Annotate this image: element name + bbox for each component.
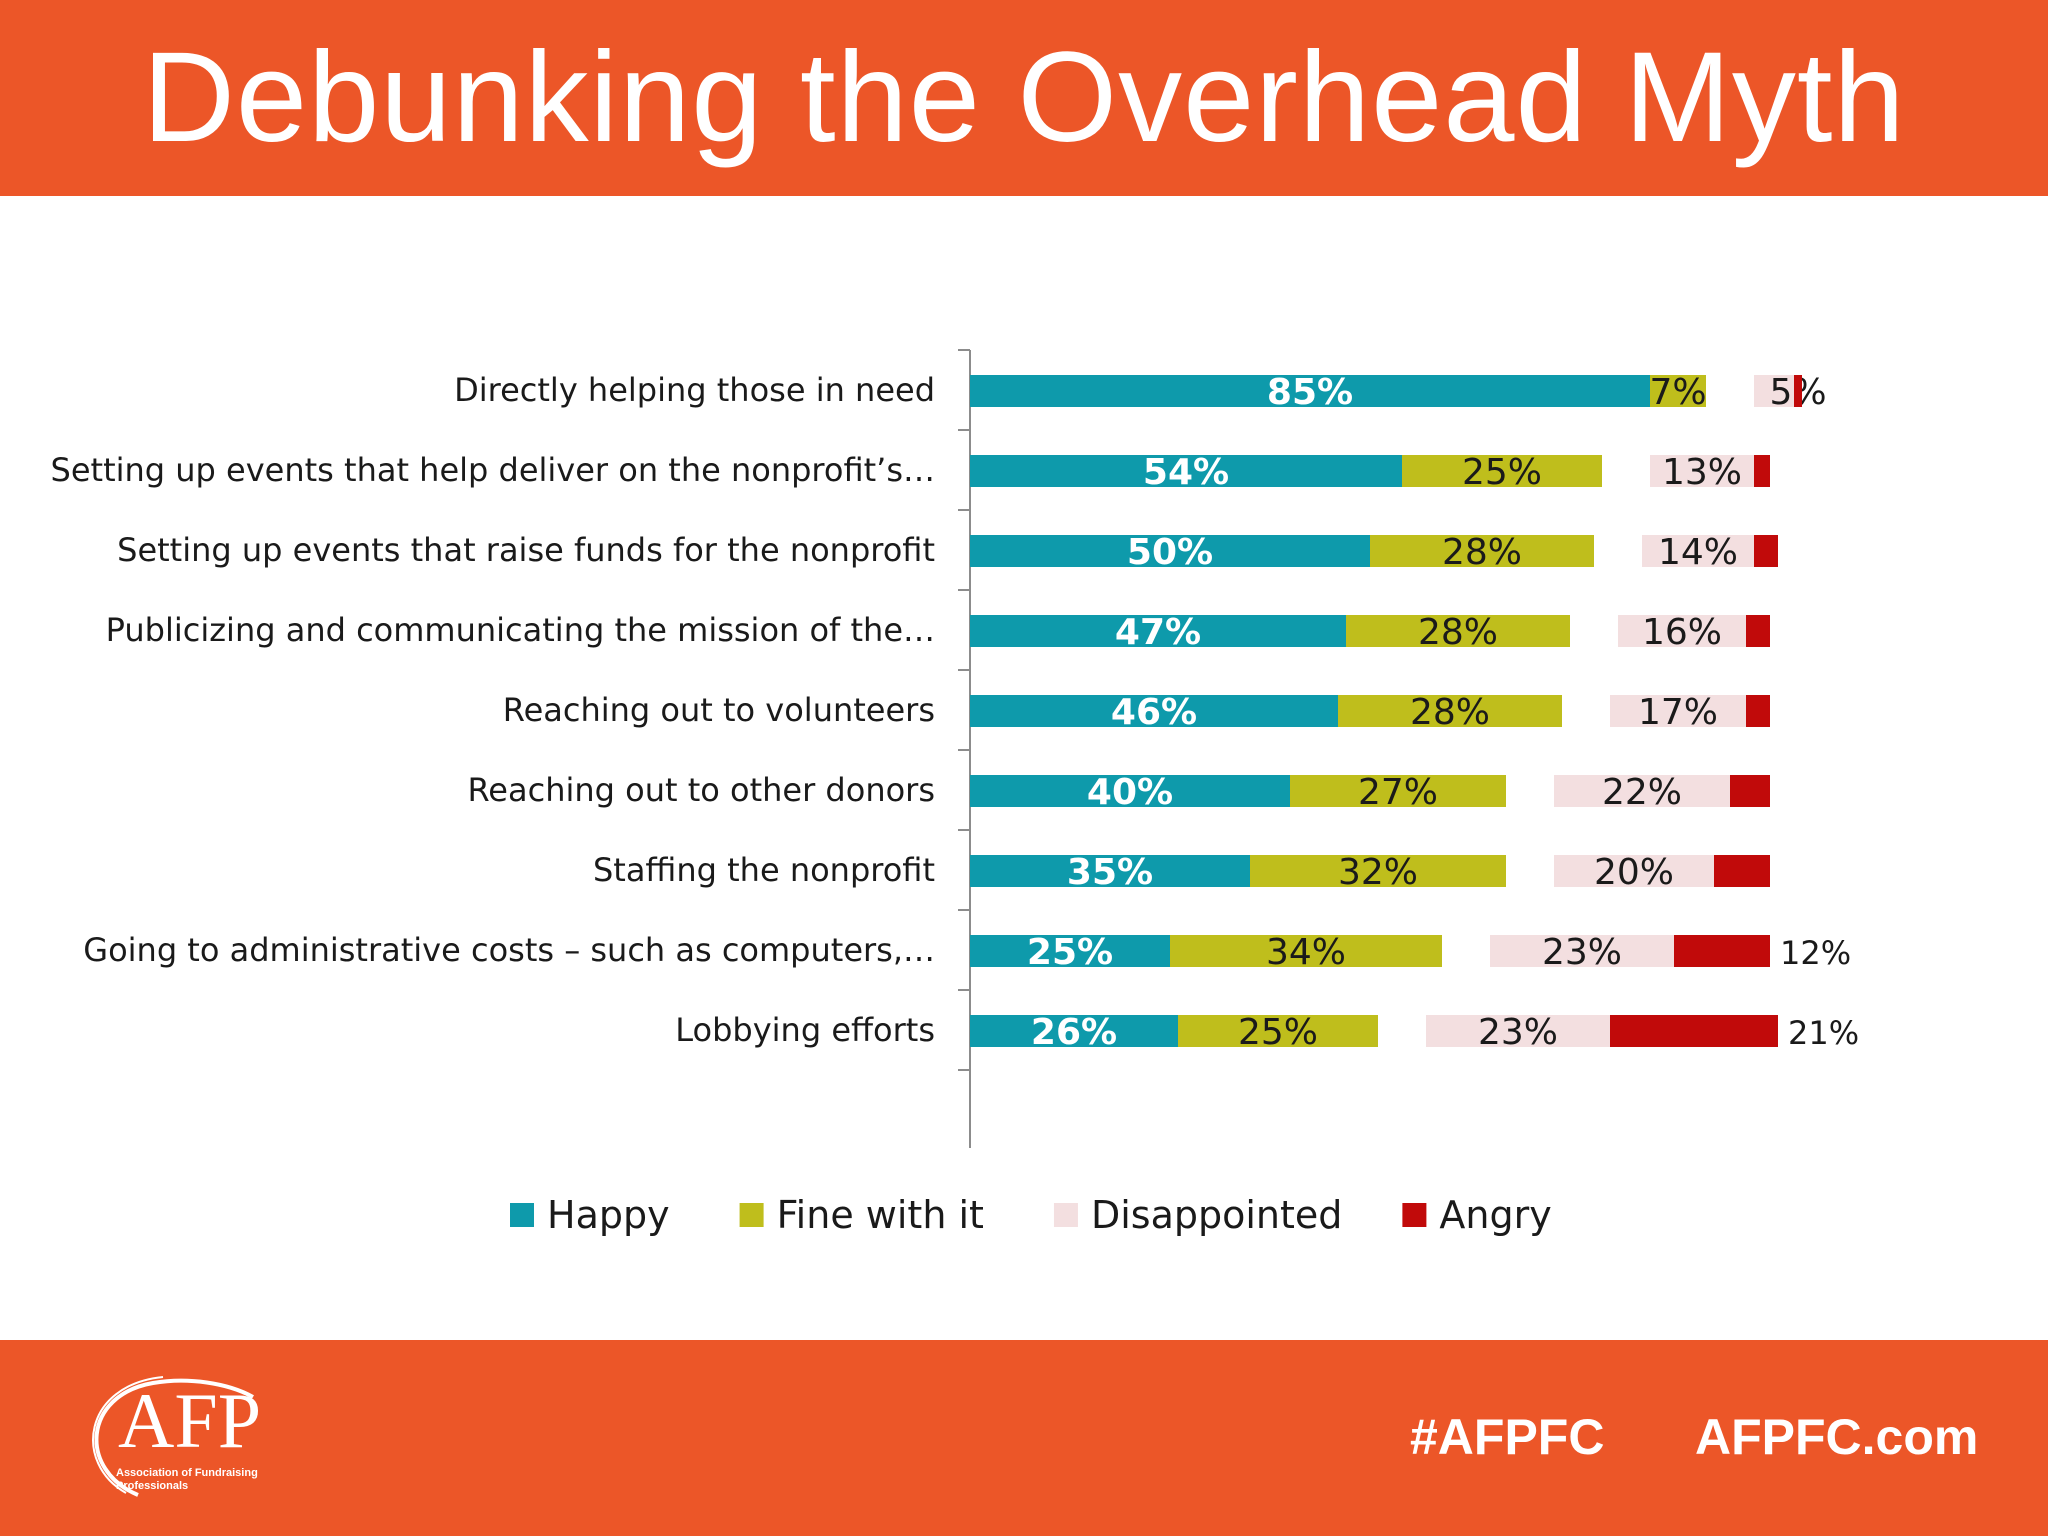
page-title: Debunking the Overhead Myth — [142, 26, 1906, 169]
bar-fine-with-it — [1370, 535, 1594, 567]
bar-happy — [970, 375, 1650, 407]
bar-fine-with-it — [1250, 855, 1506, 887]
category-label: Reaching out to other donors — [468, 771, 936, 809]
bar-angry — [1610, 1015, 1778, 1047]
data-label: 47% — [1115, 612, 1201, 653]
bar-happy — [970, 855, 1250, 887]
category-label: Staffing the nonprofit — [593, 851, 935, 889]
data-label: 27% — [1358, 772, 1438, 813]
data-label: 23% — [1478, 1012, 1558, 1053]
bar-angry — [1754, 455, 1770, 487]
legend-swatch — [739, 1203, 764, 1227]
data-label: 25% — [1238, 1012, 1318, 1053]
data-label: 32% — [1338, 852, 1418, 893]
bar-fine-with-it — [1178, 1015, 1378, 1047]
data-label: 35% — [1067, 852, 1153, 893]
category-label: Setting up events that help deliver on t… — [51, 451, 935, 489]
bar-disappointed — [1610, 695, 1746, 727]
legend-swatch — [1053, 1203, 1078, 1227]
bar-disappointed — [1490, 935, 1674, 967]
data-label: 40% — [1087, 772, 1173, 813]
legend-swatch — [1402, 1203, 1427, 1227]
afp-logo: AFP Association of Fundraising Professio… — [78, 1375, 298, 1500]
bar-angry — [1730, 775, 1770, 807]
bar-fine-with-it — [1650, 375, 1706, 407]
website-link[interactable]: AFPFC.com — [1695, 1409, 1979, 1465]
category-label: Going to administrative costs – such as … — [83, 931, 935, 969]
data-label: 85% — [1267, 372, 1353, 413]
bar-angry — [1754, 535, 1778, 567]
data-label: 7% — [1649, 372, 1706, 413]
data-label: 28% — [1442, 532, 1522, 573]
category-label: Lobbying efforts — [675, 1011, 935, 1049]
data-label: 20% — [1594, 852, 1674, 893]
bar-angry — [1674, 935, 1770, 967]
category-label: Directly helping those in need — [454, 371, 935, 409]
bar-happy — [970, 775, 1290, 807]
logo-text: AFP — [118, 1377, 262, 1464]
bar-fine-with-it — [1290, 775, 1506, 807]
data-label: 21% — [1788, 1014, 1859, 1052]
data-label: 14% — [1658, 532, 1738, 573]
bar-angry — [1746, 695, 1770, 727]
bar-happy — [970, 695, 1338, 727]
bar-disappointed — [1618, 615, 1746, 647]
data-label: 26% — [1031, 1012, 1117, 1053]
bar-disappointed — [1554, 775, 1730, 807]
bar-happy — [970, 935, 1170, 967]
legend-label: Disappointed — [1091, 1193, 1342, 1237]
bar-angry — [1714, 855, 1770, 887]
bar-fine-with-it — [1402, 455, 1602, 487]
bar-happy — [970, 615, 1346, 647]
header-bar — [0, 0, 2048, 196]
bar-disappointed — [1426, 1015, 1610, 1047]
legend-label: Angry — [1439, 1193, 1551, 1237]
data-label: 28% — [1410, 692, 1490, 733]
logo-subtitle: Association of Fundraising Professionals — [116, 1467, 258, 1492]
category-label: Publicizing and communicating the missio… — [106, 611, 935, 649]
data-label: 46% — [1111, 692, 1197, 733]
data-label: 22% — [1602, 772, 1682, 813]
data-label: 16% — [1642, 612, 1722, 653]
data-label: 13% — [1662, 452, 1742, 493]
bar-fine-with-it — [1170, 935, 1442, 967]
category-label: Reaching out to volunteers — [503, 691, 935, 729]
bar-disappointed — [1554, 855, 1714, 887]
bar-angry — [1746, 615, 1770, 647]
bar-happy — [970, 455, 1402, 487]
bar-disappointed — [1642, 535, 1754, 567]
bar-happy — [970, 1015, 1178, 1047]
data-label: 28% — [1418, 612, 1498, 653]
data-label: 25% — [1462, 452, 1542, 493]
footer-bar — [0, 1340, 2048, 1536]
bar-happy — [970, 535, 1370, 567]
data-label: 25% — [1027, 932, 1113, 973]
bar-disappointed — [1650, 455, 1754, 487]
bar-disappointed — [1754, 375, 1794, 407]
chart: Directly helping those in need85%7%5%Set… — [51, 349, 1859, 1237]
data-label: 54% — [1143, 452, 1229, 493]
legend-label: Happy — [547, 1193, 670, 1237]
category-label: Setting up events that raise funds for t… — [117, 531, 935, 569]
data-label: 50% — [1127, 532, 1213, 573]
legend-swatch — [510, 1203, 534, 1227]
data-label: 23% — [1542, 932, 1622, 973]
bar-fine-with-it — [1346, 615, 1570, 647]
data-label: 12% — [1780, 934, 1851, 972]
data-label: 34% — [1266, 932, 1346, 973]
logo-arc-icon — [92, 1376, 254, 1497]
data-label: 17% — [1638, 692, 1718, 733]
hashtag-link[interactable]: #AFPFC — [1410, 1409, 1605, 1465]
bar-angry — [1794, 375, 1802, 407]
bar-fine-with-it — [1338, 695, 1562, 727]
legend-label: Fine with it — [777, 1193, 984, 1237]
